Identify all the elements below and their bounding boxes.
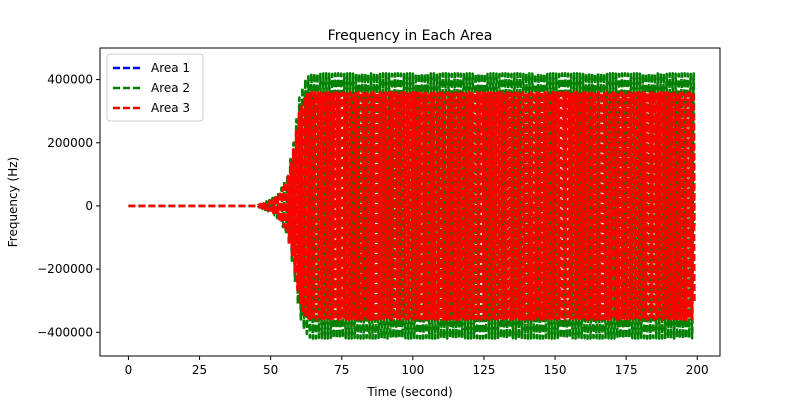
legend-label-area-3: Area 3 <box>151 101 190 115</box>
chart-title: Frequency in Each Area <box>328 28 493 44</box>
legend-label-area-1: Area 1 <box>151 61 190 75</box>
plot-frame <box>99 47 721 357</box>
x-tick-label: 100 <box>401 363 424 377</box>
legend: Area 1 Area 2 Area 3 <box>106 53 204 122</box>
y-tick-label: −200000 <box>37 262 93 276</box>
x-tick-label: 25 <box>192 363 207 377</box>
series-line-area-3 <box>127 90 696 321</box>
y-axis-label: Frequency (Hz) <box>6 157 20 248</box>
y-tick-label: 200000 <box>47 136 93 150</box>
x-tick-label: 150 <box>544 363 567 377</box>
x-tick-label: 175 <box>615 363 638 377</box>
y-axis: −400000 −200000 0 200000 400000 <box>37 73 100 339</box>
x-axis-label: Time (second) <box>366 385 452 399</box>
legend-label-area-2: Area 2 <box>151 81 190 95</box>
y-tick-label: 400000 <box>47 73 93 87</box>
legend-box <box>106 53 204 122</box>
series-layer <box>127 71 696 340</box>
x-tick-label: 0 <box>125 363 133 377</box>
x-axis: 0 25 50 75 100 125 150 175 200 <box>125 356 709 377</box>
y-tick-label: 0 <box>85 199 93 213</box>
x-tick-label: 50 <box>263 363 278 377</box>
x-tick-label: 125 <box>472 363 495 377</box>
y-tick-label: −400000 <box>37 325 93 339</box>
x-tick-label: 200 <box>686 363 709 377</box>
x-tick-label: 75 <box>334 363 349 377</box>
